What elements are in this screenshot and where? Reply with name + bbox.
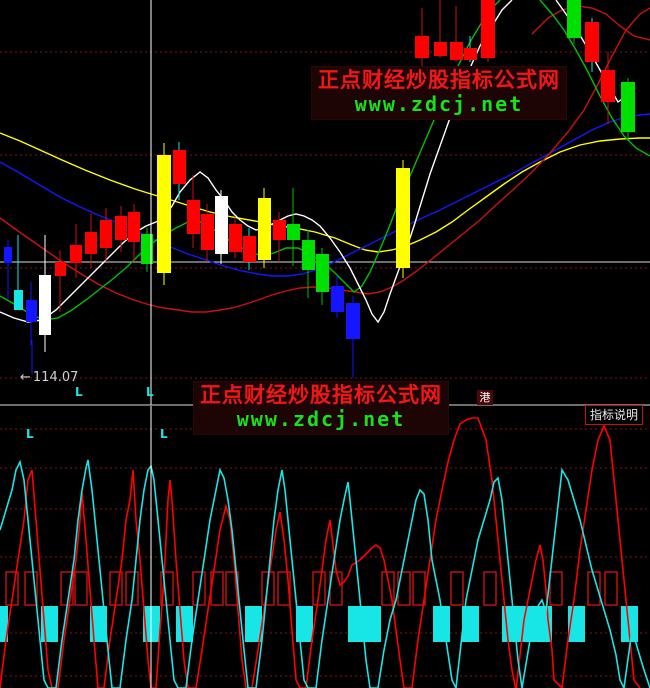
candle[interactable]	[70, 224, 82, 278]
candle[interactable]	[567, 0, 581, 44]
indicator-solid-bars	[0, 606, 638, 642]
indicator-hollow-bars	[5, 571, 618, 606]
upper-chart-group	[0, 0, 650, 405]
ma-green2-line	[539, 0, 650, 157]
candle[interactable]	[157, 143, 171, 285]
candle[interactable]	[14, 235, 23, 310]
candle[interactable]	[331, 276, 344, 318]
indicator-description-button[interactable]: 指标说明	[585, 405, 644, 425]
candle[interactable]	[346, 296, 360, 378]
candle[interactable]	[173, 142, 186, 200]
watermark-top: 正点财经炒股指标公式网 www.zdcj.net	[311, 66, 567, 120]
watermark-line2: www.zdcj.net	[236, 407, 406, 431]
watermark-bottom: 正点财经炒股指标公式网 www.zdcj.net	[193, 381, 449, 435]
candle[interactable]	[258, 188, 271, 268]
l-marker: L	[26, 427, 34, 441]
price-label: ← 114.07	[20, 370, 78, 385]
candlestick-series[interactable]	[4, 0, 635, 378]
candle[interactable]	[128, 204, 140, 262]
candle[interactable]	[201, 204, 214, 262]
candle[interactable]	[4, 240, 12, 300]
candle[interactable]	[621, 78, 635, 140]
candle[interactable]	[55, 250, 66, 312]
candle[interactable]	[396, 160, 410, 278]
candle[interactable]	[115, 206, 127, 252]
candle[interactable]	[187, 175, 200, 248]
candle[interactable]	[434, 0, 447, 58]
market-badge: 港	[477, 390, 493, 405]
candle[interactable]	[141, 228, 153, 272]
candle[interactable]	[100, 208, 112, 262]
price-arrow-icon: ←	[20, 370, 31, 385]
indicator-red-line	[0, 417, 641, 688]
candle[interactable]	[26, 282, 37, 345]
watermark-line1: 正点财经炒股指标公式网	[318, 68, 560, 92]
candle[interactable]	[585, 18, 599, 72]
candle[interactable]	[415, 8, 429, 68]
ma-green-line	[0, 0, 501, 321]
candle[interactable]	[273, 212, 286, 262]
candle[interactable]	[601, 52, 615, 124]
indicator-cyan-line	[0, 459, 650, 688]
candle[interactable]	[481, 0, 495, 62]
watermark-line1: 正点财经炒股指标公式网	[200, 383, 442, 407]
candle[interactable]	[215, 190, 228, 264]
candle[interactable]	[85, 214, 97, 268]
l-marker: L	[160, 427, 168, 441]
candle[interactable]	[39, 235, 51, 352]
candle[interactable]	[287, 188, 300, 266]
l-marker: L	[75, 385, 83, 399]
l-marker: L	[146, 385, 154, 399]
candle[interactable]	[302, 230, 315, 298]
price-value: 114.07	[32, 370, 79, 385]
candle[interactable]	[464, 36, 477, 62]
candle[interactable]	[243, 228, 256, 270]
candle[interactable]	[450, 6, 463, 62]
candle[interactable]	[316, 248, 329, 305]
watermark-line2: www.zdcj.net	[354, 92, 524, 116]
candle[interactable]	[229, 216, 242, 258]
